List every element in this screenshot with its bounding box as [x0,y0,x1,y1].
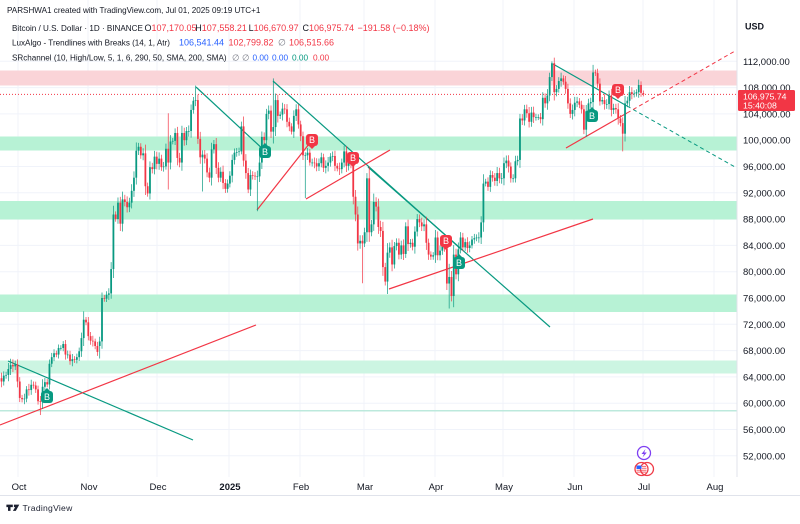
svg-text:108,000.00: 108,000.00 [743,83,791,94]
svg-text:68,000.00: 68,000.00 [743,346,785,357]
svg-text:B: B [44,392,50,402]
svg-text:106,975.74: 106,975.74 [743,92,787,102]
svg-text:B: B [615,85,621,95]
svg-text:Oct: Oct [12,482,27,493]
svg-text:Apr: Apr [429,482,444,493]
svg-text:52,000.00: 52,000.00 [743,451,785,462]
svg-text:B: B [309,135,315,145]
svg-text:Dec: Dec [150,482,167,493]
svg-text:Feb: Feb [293,482,309,493]
svg-text:Aug: Aug [707,482,724,493]
svg-text:B: B [443,236,449,246]
svg-text:80,000.00: 80,000.00 [743,267,785,278]
svg-text:2025: 2025 [219,482,241,493]
svg-text:Jul: Jul [638,482,650,493]
svg-text:B: B [262,147,268,157]
svg-text:B: B [350,153,356,163]
svg-text:96,000.00: 96,000.00 [743,162,785,173]
svg-text:PARSHWA1 created with TradingV: PARSHWA1 created with TradingView.com, J… [7,6,261,15]
svg-text:Jun: Jun [567,482,582,493]
svg-text:TradingView: TradingView [23,503,74,513]
svg-text:60,000.00: 60,000.00 [743,399,785,410]
svg-text:LuxAlgo - Trendlines with Brea: LuxAlgo - Trendlines with Breaks (14, 1,… [12,39,170,48]
svg-text:Nov: Nov [81,482,98,493]
svg-text:56,000.00: 56,000.00 [743,425,785,436]
svg-text:∅∅0.000.000.000.00: ∅ ∅ 0.00 0.00 0.00 0.00 [232,52,330,62]
svg-text:May: May [495,482,513,493]
svg-text:SRchannel (10, High/Low, 5, 1,: SRchannel (10, High/Low, 5, 1, 6, 290, 5… [12,53,227,62]
svg-text:64,000.00: 64,000.00 [743,372,785,383]
svg-text:104,000.00: 104,000.00 [743,109,791,120]
svg-text:76,000.00: 76,000.00 [743,294,785,305]
svg-text:Bitcoin / U.S. Dollar · 1D · B: Bitcoin / U.S. Dollar · 1D · BINANCE [12,24,143,33]
svg-text:Mar: Mar [357,482,373,493]
svg-text:92,000.00: 92,000.00 [743,188,785,199]
svg-text:100,000.00: 100,000.00 [743,136,791,147]
svg-text:USD: USD [745,22,765,32]
svg-text:88,000.00: 88,000.00 [743,215,785,226]
svg-text:84,000.00: 84,000.00 [743,241,785,252]
svg-text:72,000.00: 72,000.00 [743,320,785,331]
svg-text:B: B [589,111,595,121]
svg-text:15:40:08: 15:40:08 [743,101,777,111]
svg-text:112,000.00: 112,000.00 [743,57,790,68]
svg-text:B: B [456,258,462,268]
